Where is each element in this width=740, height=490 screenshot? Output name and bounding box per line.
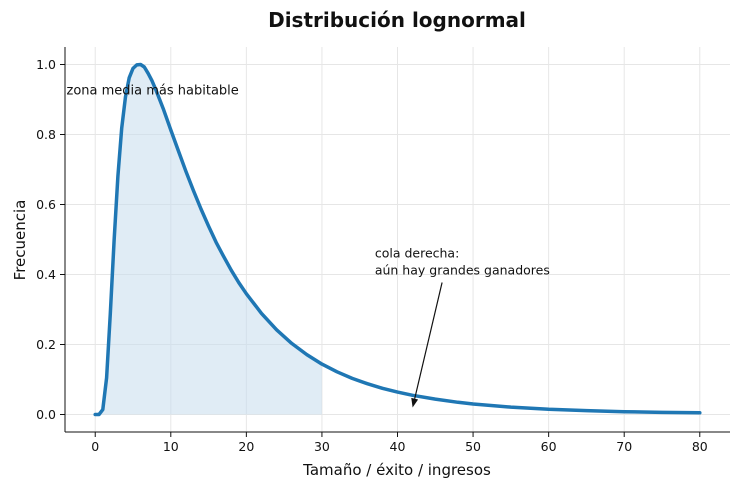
y-ticks: 0.0 0.2 0.4 0.6 0.8 1.0 [36,57,65,422]
x-axis-label: Tamaño / éxito / ingresos [302,461,491,479]
x-tick-label: 30 [314,439,330,454]
x-tick-label: 60 [541,439,557,454]
annotation-right-tail-line-2: aún hay grandes ganadores [375,263,550,278]
x-tick-label: 70 [616,439,632,454]
series-line [93,62,702,417]
y-tick-label: 0.2 [36,337,56,352]
y-tick-label: 0.6 [36,197,56,212]
y-tick-label: 0.0 [36,407,56,422]
y-axis-label: Frecuencia [11,200,29,281]
area-fill [95,64,322,415]
annotation-middle-zone: zona media más habitable [67,83,239,98]
y-tick-label: 0.8 [36,127,56,142]
x-tick-label: 0 [91,439,99,454]
x-tick-label: 10 [163,439,179,454]
x-ticks: 0 10 20 30 40 50 60 70 80 [91,432,708,454]
chart-title: Distribución lognormal [268,8,526,32]
annotation-arrow [414,282,443,399]
x-tick-label: 40 [390,439,406,454]
x-tick-label: 20 [238,439,254,454]
y-tick-label: 0.4 [36,267,56,282]
x-tick-label: 80 [692,439,708,454]
annotation-right-tail-line-1: cola derecha: [375,246,459,261]
y-tick-label: 1.0 [36,57,56,72]
annotation-arrowhead [411,397,419,408]
x-tick-label: 50 [465,439,481,454]
